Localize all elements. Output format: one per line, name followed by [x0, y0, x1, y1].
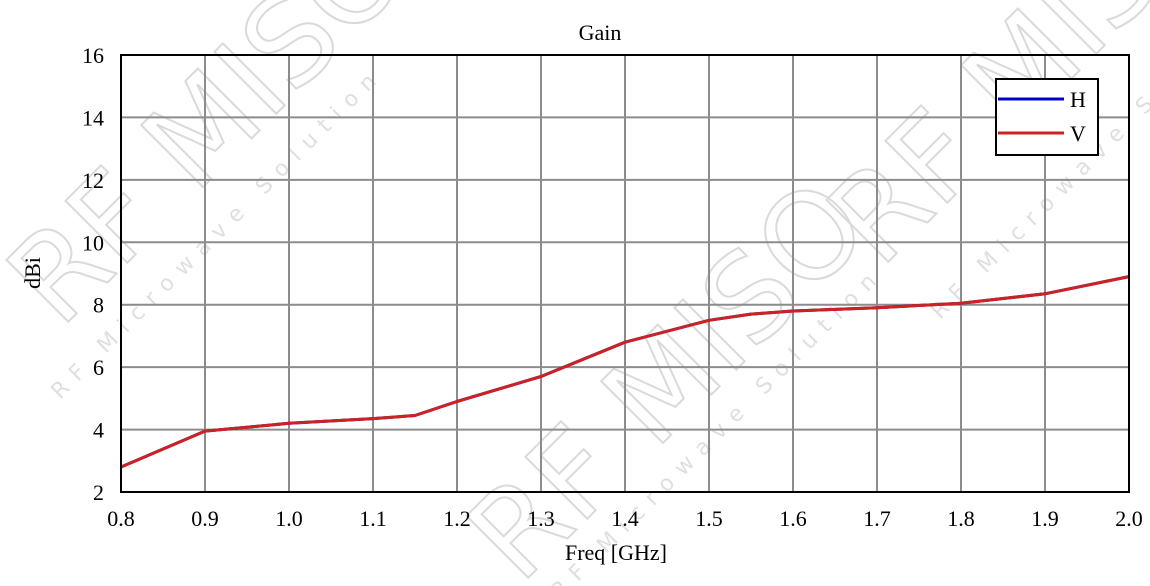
x-axis-label: Freq [GHz] [565, 540, 667, 565]
x-tick-label: 1.9 [1031, 506, 1059, 531]
x-tick-label: 1.1 [359, 506, 387, 531]
watermark-brand-1: RF MISO [0, 0, 434, 351]
y-tick-label: 6 [93, 355, 104, 380]
x-tick-label: 1.4 [611, 506, 639, 531]
tick-labels: 0.8 0.9 1.0 1.1 1.2 1.3 1.4 1.5 1.6 1.7 1.8 1.9 2.0 2… [82, 43, 1143, 531]
x-tick-label: 1.5 [695, 506, 723, 531]
series-lines [120, 275, 1130, 469]
y-tick-label: 10 [82, 230, 104, 255]
y-tick-label: 2 [93, 480, 104, 505]
y-axis-label: dBi [20, 257, 45, 289]
plot-frame [120, 54, 1130, 493]
watermark-brand-2: RF MISO [442, 155, 894, 586]
y-tick-label: 16 [82, 43, 104, 68]
series-line-v [120, 275, 1130, 469]
x-tick-label: 1.6 [779, 506, 807, 531]
y-tick-label: 4 [93, 418, 104, 443]
x-tick-label: 0.9 [191, 506, 219, 531]
legend-label-v: V [1070, 121, 1086, 146]
x-tick-label: 2.0 [1115, 506, 1143, 531]
legend-box [995, 78, 1099, 156]
x-tick-label: 1.3 [527, 506, 555, 531]
x-tick-label: 1.2 [443, 506, 471, 531]
chart-title: Gain [579, 20, 622, 45]
x-tick-label: 1.8 [947, 506, 975, 531]
legend: H V [995, 78, 1099, 156]
y-tick-label: 8 [93, 293, 104, 318]
legend-label-h: H [1070, 87, 1086, 112]
x-tick-label: 0.8 [107, 506, 135, 531]
x-tick-label: 1.0 [275, 506, 303, 531]
y-tick-label: 14 [82, 105, 104, 130]
x-tick-label: 1.7 [863, 506, 891, 531]
y-tick-label: 12 [82, 168, 104, 193]
